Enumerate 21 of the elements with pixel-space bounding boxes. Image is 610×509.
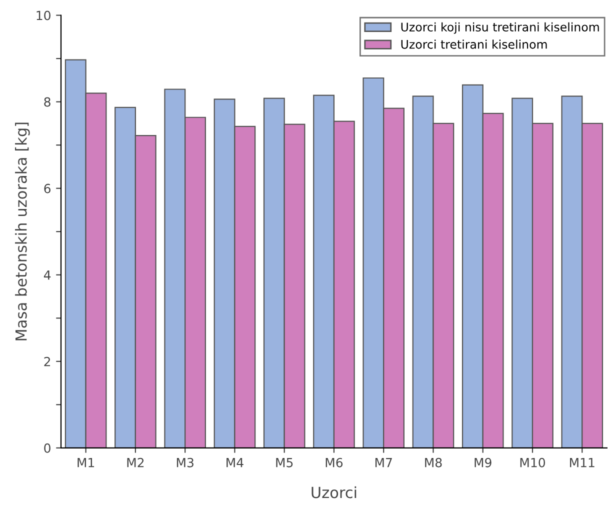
legend-label: Uzorci tretirani kiselinom [401, 40, 547, 49]
x-tick-label: M8 [425, 458, 442, 468]
y-tick-label: 4 [44, 270, 51, 280]
x-tick-label: M5 [276, 458, 293, 468]
x-tick-label: M7 [375, 458, 392, 468]
x-axis-title: Uzorci [312, 486, 356, 498]
x-tick-label: M3 [176, 458, 194, 468]
x-tick-label: M6 [326, 458, 343, 468]
y-tick-label: 0 [44, 443, 50, 453]
y-axis-title: Masa betonskih uzoraka [kg] [15, 122, 30, 340]
y-tick-label: 6 [44, 184, 50, 194]
x-tick-label: M1 [78, 458, 94, 468]
legend-label: Uzorci koji nisu tretirani kiselinom [401, 22, 599, 34]
x-tick-label: M9 [474, 458, 492, 468]
y-tick-label: 8 [44, 97, 50, 107]
x-tick-label: M10 [520, 458, 546, 468]
x-tick-label: M4 [226, 458, 244, 468]
y-tick-label: 10 [36, 10, 50, 20]
x-tick-label: M11 [570, 458, 594, 468]
y-tick-label: 2 [44, 356, 50, 366]
x-tick-label: M2 [127, 458, 144, 468]
